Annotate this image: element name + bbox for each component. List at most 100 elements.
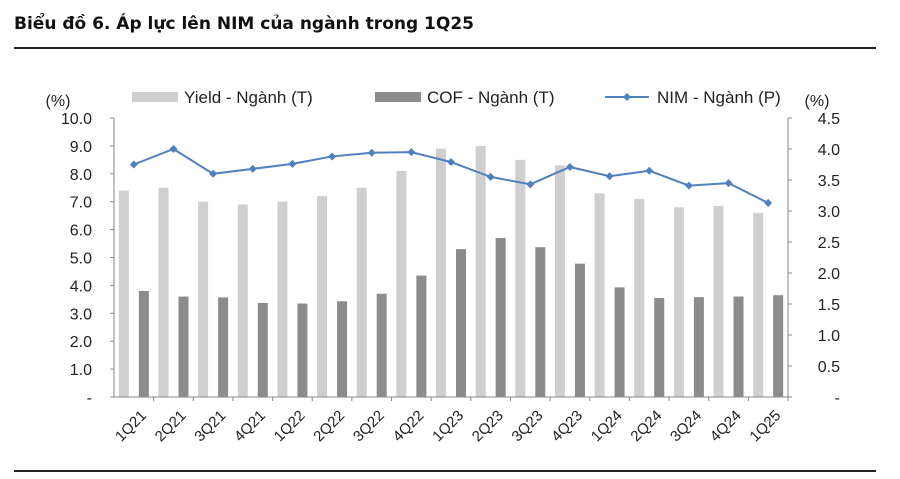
legend-label: NIM - Ngành (P): [657, 88, 781, 107]
yield-bar: [673, 207, 684, 397]
legend-swatch: [132, 92, 178, 102]
x-tick-label: 4Q21: [231, 407, 269, 445]
x-tick-label: 1Q23: [429, 407, 467, 445]
nim-line: [133, 147, 769, 204]
nim-point: [605, 172, 614, 181]
x-tick-label: 1Q22: [271, 407, 309, 445]
yield-bar: [277, 201, 288, 397]
chart-title: Biểu đồ 6. Áp lực lên NIM của ngành tron…: [14, 14, 474, 34]
nim-point: [724, 179, 733, 188]
cof-bar: [733, 296, 744, 397]
x-tick-label: 2Q24: [627, 407, 665, 445]
nim-point: [684, 181, 693, 190]
cof-bar: [138, 290, 149, 397]
legend-swatch: [375, 92, 421, 102]
x-tick-label: 4Q23: [548, 407, 586, 445]
yield-bar: [396, 171, 407, 397]
yield-bar: [237, 204, 248, 397]
left-tick-label: 4.0: [70, 278, 92, 295]
x-tick-label: 2Q21: [152, 407, 190, 445]
right-tick-label: 1.5: [818, 297, 840, 314]
line-series: [129, 145, 773, 207]
left-tick-label: 5.0: [70, 251, 92, 268]
yield-bar: [158, 187, 169, 397]
x-tick-label: 1Q21: [112, 407, 150, 445]
yield-bar: [118, 190, 129, 397]
cof-bar: [416, 275, 427, 397]
left-tick-label: 6.0: [70, 223, 92, 240]
right-tick-label: 0.5: [818, 359, 840, 376]
x-tick-label: 4Q24: [707, 407, 745, 445]
left-tick-label: 10.0: [61, 111, 92, 128]
nim-point: [248, 164, 257, 173]
yield-bar: [594, 193, 605, 397]
right-tick-label: 2.5: [818, 235, 840, 252]
cof-bar: [376, 293, 387, 397]
nim-point: [129, 160, 138, 169]
cof-bar: [614, 287, 625, 397]
x-tick-label: 3Q24: [667, 407, 705, 445]
right-tick-label: 3.0: [818, 204, 840, 221]
cof-bar: [693, 297, 704, 397]
nim-point: [447, 158, 455, 167]
right-tick-label: 4.5: [818, 111, 840, 128]
cof-bar: [297, 303, 308, 397]
yield-bar: [713, 205, 724, 397]
cof-bar: [257, 302, 268, 397]
left-axis: - 1.0 2.0 3.0 4.0 5.0 6.0 7.0 8.0 9.0 10.0(%): [46, 93, 115, 407]
left-tick-label: 3.0: [70, 306, 92, 323]
bottom-divider: [14, 470, 876, 472]
left-tick-label: 9.0: [70, 139, 92, 156]
right-axis: - 0.5 1.0 1.5 2.0 2.5 3.0 3.5 4.0 4.5(%): [787, 93, 840, 407]
yield-bar: [515, 159, 526, 397]
cof-bar: [178, 296, 189, 397]
cof-bar: [495, 237, 506, 397]
cof-bar: [218, 297, 229, 397]
nim-point: [645, 166, 654, 175]
yield-bar: [634, 198, 645, 397]
yield-bar: [198, 201, 209, 397]
yield-bar: [356, 187, 367, 397]
cof-bar: [654, 297, 665, 397]
right-tick-label: 3.5: [818, 173, 840, 190]
x-tick-label: 4Q22: [390, 407, 428, 445]
right-tick-label: 2.0: [818, 266, 840, 283]
nim-point: [169, 145, 178, 153]
nim-point: [288, 159, 297, 168]
legend-label: Yield - Ngành (T): [184, 88, 313, 107]
nim-point: [486, 172, 495, 181]
yield-bar: [317, 196, 328, 397]
left-tick-label: 1.0: [70, 362, 92, 379]
cof-bar: [574, 263, 585, 397]
x-tick-label: 1Q24: [588, 407, 626, 445]
nim-point: [565, 162, 574, 171]
x-tick-label: 3Q23: [509, 407, 547, 445]
x-axis: 1Q21 2Q21 3Q21 4Q21 1Q22 2Q22 3Q22 4Q22 1Q23 2Q23…: [112, 396, 789, 445]
left-tick-label: 8.0: [70, 167, 92, 184]
x-tick-label: 1Q25: [746, 407, 784, 445]
top-divider: [14, 47, 876, 49]
yield-bar: [753, 212, 764, 397]
left-tick-label: 7.0: [70, 195, 92, 212]
right-tick-label: 4.0: [818, 142, 840, 159]
left-tick-label: -: [87, 390, 92, 407]
nim-point: [764, 198, 773, 207]
cof-bar: [773, 295, 784, 397]
left-axis-label: (%): [46, 93, 71, 110]
legend: Yield - Ngành (T) COF - Ngành (T) NIM - Ng…: [132, 88, 781, 107]
bar-series: [118, 145, 784, 397]
x-tick-label: 2Q23: [469, 407, 507, 445]
yield-bar: [436, 148, 446, 397]
nim-point: [407, 148, 416, 157]
right-tick-label: -: [835, 390, 840, 407]
cof-bar: [535, 247, 546, 397]
legend-label: COF - Ngành (T): [427, 88, 555, 107]
x-tick-label: 3Q21: [191, 407, 229, 445]
yield-bar: [475, 145, 486, 397]
nim-point: [367, 148, 376, 157]
nim-point: [526, 180, 535, 189]
x-tick-label: 3Q22: [350, 407, 388, 445]
legend-marker: [623, 93, 631, 101]
left-tick-label: 2.0: [70, 334, 92, 351]
